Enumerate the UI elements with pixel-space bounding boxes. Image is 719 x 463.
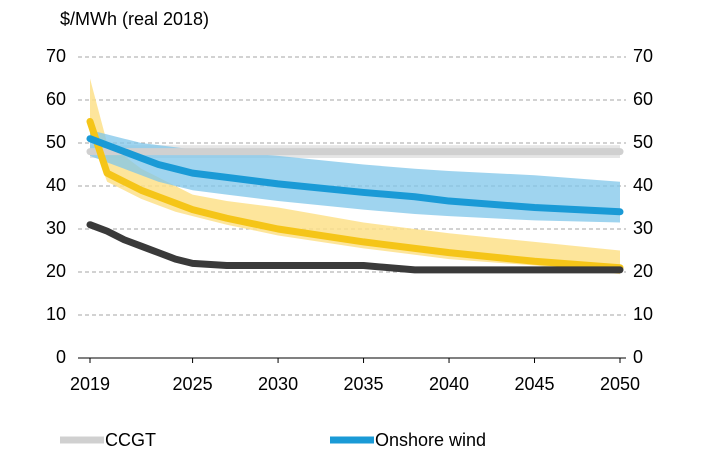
- y-tick-label: 50: [46, 132, 66, 152]
- x-tick-label: 2035: [344, 374, 384, 394]
- y2-tick-label: 70: [633, 46, 653, 66]
- x-tick-label: 2030: [258, 374, 298, 394]
- y-tick-label: 20: [46, 261, 66, 281]
- x-tick-label: 2025: [173, 374, 213, 394]
- y-tick-label: 70: [46, 46, 66, 66]
- y-tick-label: 60: [46, 89, 66, 109]
- line: [86, 135, 624, 216]
- x-tick-label: 2019: [70, 374, 110, 394]
- y-axis-label: $/MWh (real 2018): [60, 9, 209, 29]
- y-tick-label: 30: [46, 218, 66, 238]
- y-tick-label: 10: [46, 304, 66, 324]
- y2-tick-label: 60: [633, 89, 653, 109]
- band: [90, 78, 620, 275]
- line: [86, 118, 624, 272]
- x-tick-label: 2045: [514, 374, 554, 394]
- x-tick-label: 2040: [429, 374, 469, 394]
- y-tick-label: 0: [56, 347, 66, 367]
- y2-tick-label: 50: [633, 132, 653, 152]
- legend-label: CCGT: [105, 430, 156, 450]
- y2-tick-label: 10: [633, 304, 653, 324]
- legend-label: Onshore wind: [375, 430, 486, 450]
- y2-tick-label: 40: [633, 175, 653, 195]
- y-tick-label: 40: [46, 175, 66, 195]
- y2-tick-label: 30: [633, 218, 653, 238]
- x-tick-label: 2050: [600, 374, 640, 394]
- y2-tick-label: 20: [633, 261, 653, 281]
- line: [86, 221, 624, 274]
- y2-tick-label: 0: [633, 347, 643, 367]
